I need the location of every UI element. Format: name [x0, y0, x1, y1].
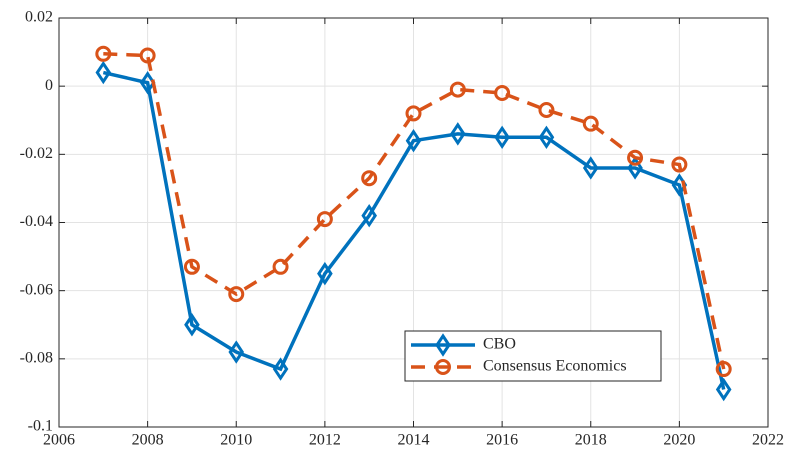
data-point [494, 84, 511, 101]
x-tick-label: 2006 [43, 432, 75, 449]
data-point [538, 102, 555, 119]
data-point [272, 258, 289, 275]
data-point [405, 105, 422, 122]
data-point [627, 156, 643, 180]
x-tick-label: 2022 [752, 432, 784, 449]
data-point [627, 149, 644, 166]
data-point [228, 286, 245, 303]
legend-marker [435, 359, 451, 375]
data-point [228, 340, 245, 364]
data-point [715, 361, 732, 378]
data-point [184, 313, 200, 337]
x-tick-label: 2018 [575, 432, 607, 449]
x-tick-label: 2014 [398, 432, 430, 449]
data-point [95, 60, 112, 85]
data-point [95, 45, 112, 62]
legend-marker [435, 333, 451, 357]
series-line [103, 52, 726, 370]
data-point [538, 125, 555, 149]
y-tick-label: -0.08 [20, 350, 53, 367]
data-point [582, 156, 599, 180]
legend: CBO Consensus Economics [404, 330, 662, 382]
legend-label: Consensus Economics [483, 358, 627, 375]
data-point [139, 71, 156, 95]
y-tick-label: -0.1 [28, 418, 53, 435]
data-point [139, 47, 156, 64]
legend-label: CBO [483, 336, 516, 353]
data-point [317, 261, 333, 286]
data-point [671, 156, 688, 173]
x-tick-label: 2010 [220, 432, 252, 449]
x-tick-label: 2016 [486, 432, 518, 449]
plot-frame [58, 17, 769, 428]
x-tick-label: 2020 [663, 432, 695, 449]
data-point [361, 170, 378, 187]
y-tick-label: -0.02 [20, 145, 53, 162]
y-tick-label: -0.04 [20, 213, 53, 230]
data-point [316, 211, 333, 228]
data-point [449, 81, 466, 98]
data-point [272, 357, 289, 381]
x-tick-label: 2008 [132, 432, 164, 449]
x-tick-label: 2012 [309, 432, 341, 449]
data-point [183, 258, 200, 275]
data-point [582, 115, 599, 132]
y-tick-label: 0.02 [25, 9, 53, 26]
data-point [715, 377, 732, 402]
data-point [405, 128, 422, 153]
y-tick-label: -0.06 [20, 281, 53, 298]
y-tick-label: 0 [45, 77, 53, 94]
data-point [361, 203, 377, 228]
data-point [450, 122, 466, 146]
data-point [494, 125, 510, 149]
series-line [102, 70, 726, 390]
